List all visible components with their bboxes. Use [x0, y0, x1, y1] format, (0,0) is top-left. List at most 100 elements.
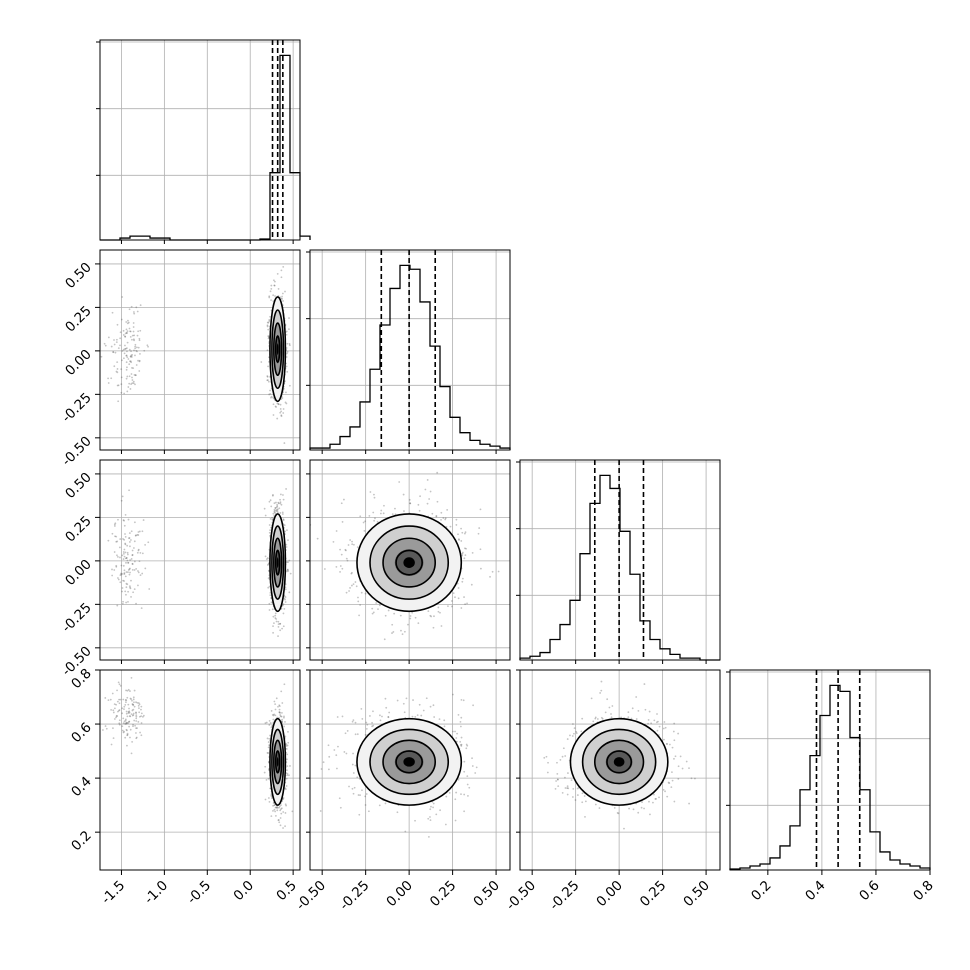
scatter-point [128, 363, 131, 366]
scatter-point [139, 551, 142, 554]
scatter-point [133, 560, 136, 563]
scatter-point [429, 819, 432, 822]
scatter-point [123, 352, 126, 355]
scatter-point [466, 744, 469, 747]
scatter-point [460, 743, 463, 746]
scatter-point [269, 315, 271, 318]
scatter-point [129, 666, 131, 668]
scatter-point [439, 611, 441, 614]
scatter-point [141, 530, 144, 533]
scatter-point [129, 355, 132, 358]
scatter-point [285, 330, 288, 333]
scatter-point [132, 591, 135, 594]
scatter-point [137, 702, 140, 704]
scatter-point [122, 538, 124, 540]
scatter-point [129, 545, 131, 548]
scatter-point [348, 785, 350, 788]
scatter-point [131, 554, 134, 556]
scatter-point [447, 605, 449, 608]
scatter-point [124, 699, 127, 701]
scatter-point [279, 712, 281, 714]
scatter-point [137, 571, 140, 574]
scatter-point [356, 546, 359, 549]
scatter-point [440, 511, 443, 514]
scatter-point [452, 693, 454, 696]
scatter-point [115, 370, 118, 373]
density-level [403, 557, 415, 568]
scatter-point [129, 355, 132, 358]
scatter-point [113, 343, 116, 346]
scatter-point [128, 711, 131, 714]
scatter-point [465, 743, 468, 746]
scatter-point [457, 778, 460, 781]
scatter-point [335, 565, 338, 568]
scatter-point [449, 525, 452, 528]
scatter-point [132, 723, 134, 726]
scatter-point [125, 593, 127, 596]
scatter-point [405, 697, 408, 700]
scatter-point [128, 489, 130, 492]
scatter-point [116, 604, 119, 607]
scatter-point [345, 752, 348, 755]
scatter-point [323, 568, 326, 570]
scatter-point [470, 583, 473, 586]
scatter-point [267, 577, 270, 580]
scatter-point [135, 732, 137, 734]
scatter-point [132, 712, 135, 715]
scatter-point [123, 392, 126, 395]
scatter-point [127, 569, 130, 571]
scatter-point [374, 517, 376, 520]
scatter-point [291, 810, 294, 813]
scatter-point [126, 696, 129, 699]
scatter-point [280, 804, 282, 807]
scatter-point [288, 774, 290, 777]
scatter-point [271, 518, 274, 521]
scatter-point [269, 594, 272, 597]
scatter-point [139, 574, 142, 576]
scatter-point [267, 563, 270, 566]
scatter-point [359, 604, 362, 606]
scatter-point [351, 540, 353, 543]
scatter-point [129, 736, 131, 739]
scatter-point [337, 745, 339, 748]
scatter-point [135, 602, 137, 605]
scatter-point [278, 805, 281, 808]
scatter-point [273, 511, 276, 514]
scatter-point [123, 730, 125, 733]
scatter-point [357, 600, 360, 603]
scatter-point [130, 530, 133, 533]
scatter-point [351, 543, 354, 546]
scatter-point [122, 558, 125, 560]
scatter-point [341, 521, 344, 523]
scatter-point [459, 720, 462, 723]
scatter-point [148, 588, 151, 590]
scatter-point [270, 601, 273, 604]
scatter-point [118, 698, 120, 701]
scatter-point [367, 810, 370, 813]
scatter-points [310, 471, 500, 641]
scatter-point [267, 337, 270, 340]
panel-frame [309, 459, 511, 661]
scatter-point [125, 332, 128, 334]
scatter-point [114, 351, 117, 354]
scatter-point [131, 714, 134, 717]
scatter-point [123, 708, 125, 711]
scatter-point [346, 559, 349, 562]
scatter-point [139, 353, 141, 355]
scatter-point [270, 794, 273, 797]
scatter-point [280, 715, 283, 718]
scatter-point [124, 703, 127, 706]
scatter-point [267, 379, 269, 382]
scatter-point [429, 490, 432, 493]
scatter-point [132, 380, 135, 383]
histogram-panel-2 [516, 459, 721, 661]
scatter-point [276, 503, 279, 506]
scatter-point [135, 737, 138, 740]
scatter-point [123, 548, 126, 551]
scatter-point [122, 564, 125, 567]
scatter-point [362, 521, 365, 524]
scatter-point [125, 328, 128, 331]
scatter-point [130, 373, 133, 375]
scatter-point [127, 518, 130, 521]
scatter-point [131, 338, 133, 341]
